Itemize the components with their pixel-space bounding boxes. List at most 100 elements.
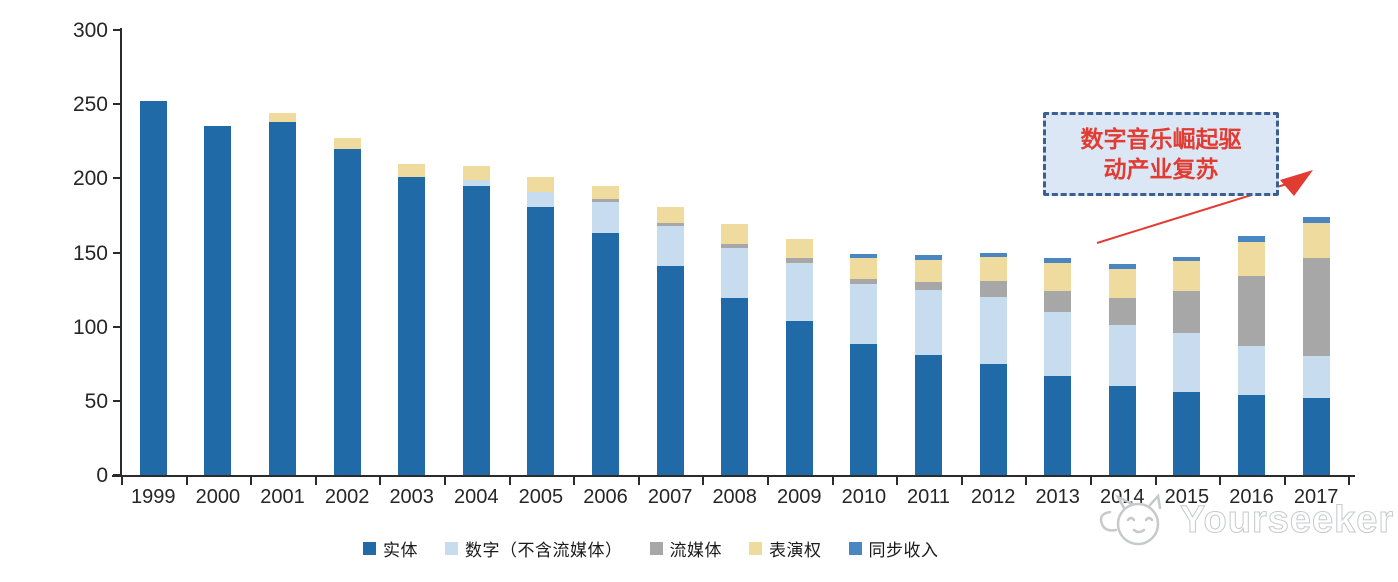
x-axis-tick — [960, 477, 963, 485]
bar-segment-2007 — [656, 225, 684, 266]
y-axis-tick — [113, 103, 122, 106]
y-axis-tick-label: 150 — [72, 241, 108, 265]
x-axis-tick — [896, 477, 899, 485]
bar-segment-2007 — [656, 206, 684, 223]
bar-segment-2011 — [915, 255, 942, 260]
bar-segment-2005 — [527, 176, 555, 192]
x-axis-tick — [250, 477, 253, 485]
bar-segment-2013 — [1044, 375, 1072, 475]
x-axis-label: 2003 — [389, 486, 434, 508]
x-axis-label: 2016 — [1229, 486, 1274, 508]
x-axis-tick — [831, 477, 834, 485]
legend-swatch-icon — [848, 542, 862, 555]
watermark: Yourseeker — [1080, 492, 1394, 548]
bar-segment-2006 — [592, 185, 619, 200]
legend-swatch-icon — [445, 542, 458, 555]
y-axis-tick — [113, 325, 122, 328]
bar-segment-2001 — [269, 113, 296, 122]
legend-swatch-icon — [649, 542, 663, 555]
x-axis-tick — [1154, 477, 1157, 485]
x-axis-label: 2014 — [1100, 486, 1145, 508]
x-axis-label: 2000 — [195, 486, 241, 508]
x-axis-tick — [637, 477, 640, 485]
bar-segment-2010 — [850, 258, 878, 280]
x-axis-label: 2004 — [454, 486, 499, 508]
x-axis-label: 2002 — [324, 486, 370, 508]
bar-segment-2008 — [721, 248, 749, 299]
bar-segment-2007 — [656, 265, 684, 475]
bar-segment-2017 — [1302, 258, 1330, 357]
annotation-callout-box: 数字音乐崛起驱 动产业复苏 — [1043, 112, 1279, 196]
x-axis-tick — [314, 477, 317, 485]
bar-segment-2006 — [592, 202, 619, 234]
y-axis-tick-label: 0 — [96, 464, 108, 487]
x-axis-tick — [121, 477, 123, 485]
x-axis-tick — [1283, 477, 1286, 485]
bar-segment-2014 — [1108, 268, 1136, 299]
bar-segment-2011 — [915, 354, 942, 475]
bar-segment-2007 — [656, 222, 684, 226]
bar-segment-2012 — [979, 280, 1007, 297]
bar-segment-2013 — [1044, 262, 1072, 292]
legend-swatch-icon — [363, 542, 376, 555]
bar-segment-2016 — [1238, 345, 1265, 395]
bar-segment-2014 — [1108, 298, 1136, 326]
bar-segment-2012 — [979, 363, 1007, 475]
legend-label: 表演权 — [769, 541, 822, 560]
x-axis-label: 2017 — [1293, 486, 1339, 508]
y-axis-tick-label: 300 — [72, 19, 108, 42]
bar-segment-2002 — [333, 148, 361, 475]
x-axis-label: 2007 — [647, 486, 693, 508]
bar-segment-2013 — [1044, 258, 1072, 263]
bar-segment-2005 — [527, 206, 555, 475]
bar-segment-2009 — [785, 258, 813, 263]
x-axis-label: 2005 — [518, 486, 564, 508]
bar-segment-2015 — [1173, 261, 1201, 292]
bar-segment-2009 — [785, 239, 813, 259]
legend-item: 表演权 — [749, 536, 822, 561]
y-axis-tick-label: 50 — [84, 389, 108, 413]
bar-segment-2006 — [592, 199, 619, 203]
annotation-text-line1: 数字音乐崛起驱 — [1080, 126, 1242, 152]
watermark-text: Yourseeker — [1179, 498, 1395, 541]
annotation-text-line2: 动产业复苏 — [1103, 156, 1219, 182]
bar-segment-2010 — [850, 279, 878, 284]
bar-segment-2009 — [785, 262, 813, 321]
bar-segment-2012 — [979, 256, 1007, 281]
bar-segment-2011 — [915, 282, 942, 290]
legend-swatch-icon — [749, 542, 762, 555]
y-axis-tick — [113, 399, 122, 402]
y-axis-tick — [113, 177, 122, 180]
bar-segment-2010 — [850, 283, 878, 345]
x-axis-label: 2008 — [712, 486, 757, 508]
x-axis-tick — [573, 477, 576, 485]
x-axis-tick — [508, 477, 511, 485]
legend-label: 数字（不含流媒体） — [465, 541, 623, 560]
bar-segment-2014 — [1108, 386, 1136, 475]
bar-segment-2015 — [1173, 391, 1201, 475]
bar-segment-2016 — [1238, 242, 1265, 277]
bar-segment-2009 — [785, 320, 813, 475]
bar-segment-2017 — [1302, 356, 1330, 398]
bar-segment-2017 — [1302, 216, 1330, 223]
x-axis-label: 2012 — [970, 486, 1016, 508]
bar-segment-2015 — [1173, 256, 1201, 262]
x-axis-tick — [379, 477, 382, 485]
bar-segment-2017 — [1302, 397, 1330, 475]
x-axis-tick — [702, 477, 705, 485]
x-axis-tick — [1219, 477, 1222, 485]
bar-segment-2013 — [1044, 291, 1072, 312]
x-axis-line — [112, 475, 1355, 477]
bar-segment-2002 — [333, 138, 361, 149]
bar-segment-2016 — [1238, 394, 1265, 475]
x-axis-tick — [767, 477, 769, 485]
bar-segment-2014 — [1108, 264, 1136, 269]
x-axis-label: 2015 — [1164, 486, 1210, 508]
legend-item: 实体 — [363, 536, 418, 561]
bar-segment-2003 — [398, 163, 426, 177]
bar-segment-2017 — [1302, 222, 1330, 259]
bar-segment-2006 — [592, 233, 619, 475]
x-axis-label: 2010 — [841, 486, 887, 508]
legend-label: 同步收入 — [868, 541, 939, 560]
